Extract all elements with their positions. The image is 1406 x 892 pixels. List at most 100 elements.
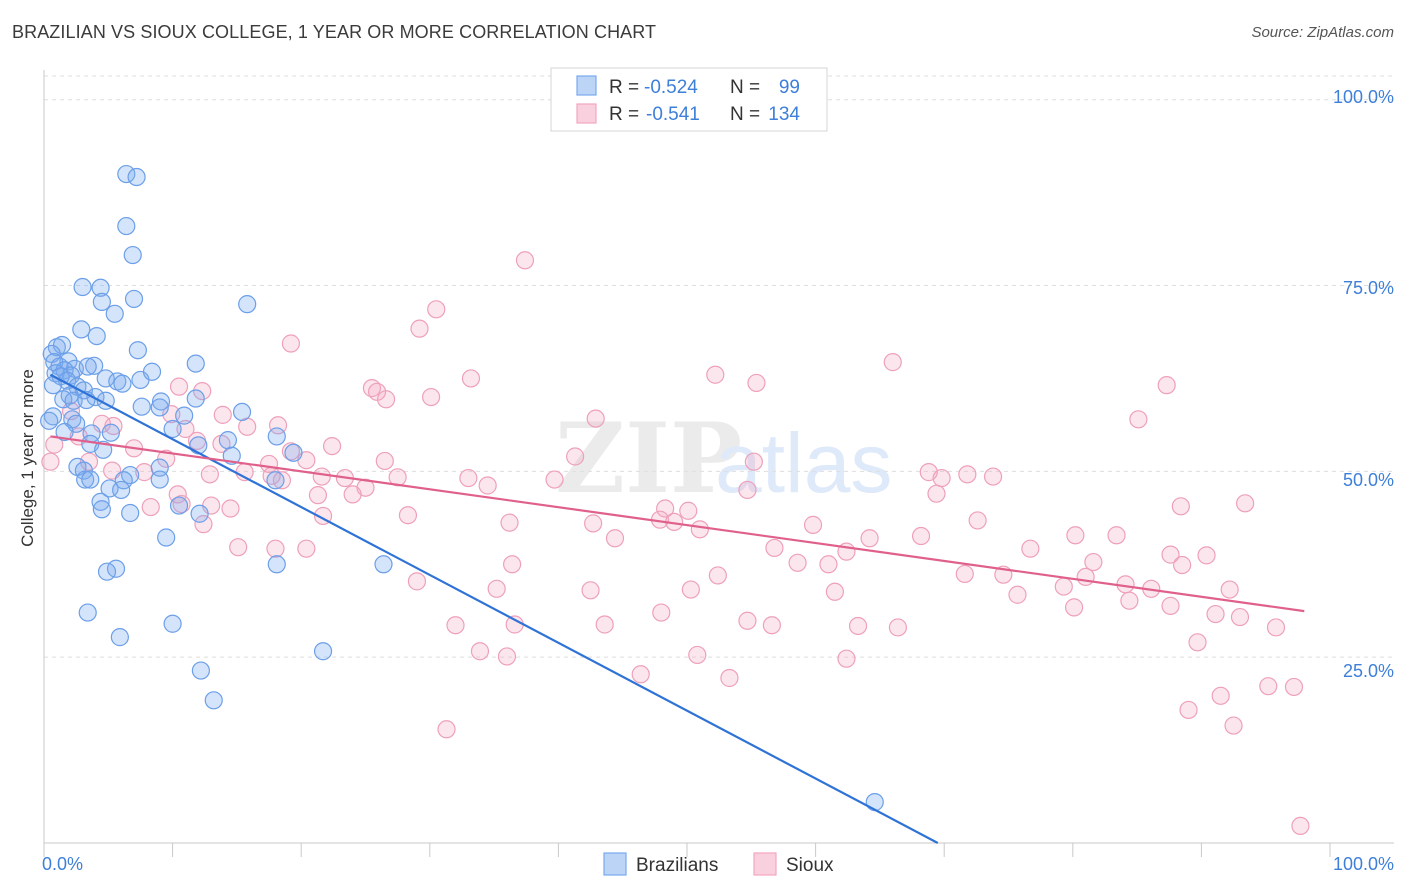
brazilians-point-88 [191, 661, 210, 680]
sioux-point-82 [911, 526, 931, 546]
sioux-point-9 [169, 377, 189, 396]
brazilians-point-39 [64, 391, 83, 410]
sioux-point-131 [631, 665, 650, 684]
sioux-point-139 [1291, 816, 1310, 836]
sioux-point-0 [515, 251, 535, 270]
brazilians-point-70 [150, 470, 169, 489]
brazilians-point-59 [94, 440, 113, 459]
x-tick-label-max: 100.0% [1333, 854, 1394, 874]
y-tick-labels: 25.0% 50.0% 75.0% 100.0% [1333, 87, 1394, 681]
brazilians-point-79 [157, 528, 176, 547]
brazilians-point-50 [40, 411, 59, 430]
sioux-point-79 [1171, 497, 1190, 516]
stats-n-value-sioux: 134 [768, 104, 800, 125]
sioux-point-118 [652, 603, 671, 622]
brazilians-point-71 [266, 471, 285, 490]
sioux-point-105 [681, 580, 700, 599]
sioux-point-135 [1211, 686, 1230, 705]
stats-r-label-sioux: R = [609, 104, 639, 125]
brazilians-point-35 [186, 354, 205, 373]
sioux-point-138 [437, 720, 456, 739]
brazilians-point-18 [85, 356, 104, 375]
brazilians-point-75 [169, 496, 189, 515]
stats-n-label-brazilians: N = [730, 77, 760, 98]
sioux-point-70 [398, 506, 418, 525]
brazilians-point-84 [78, 603, 97, 622]
sioux-trend-line [50, 435, 1305, 613]
sioux-point-124 [888, 618, 908, 637]
sioux-point-23 [1129, 410, 1148, 429]
brazilians-point-86 [110, 628, 129, 647]
sioux-point-67 [656, 499, 675, 518]
sioux-point-76 [968, 511, 987, 530]
sioux-point-50 [958, 465, 977, 484]
sioux-point-71 [500, 513, 519, 532]
sioux-point-81 [860, 529, 879, 548]
sioux-points [41, 251, 1310, 836]
sioux-point-63 [141, 497, 160, 517]
brazilians-point-73 [112, 480, 131, 500]
source-label: Source: ZipAtlas.com [1251, 24, 1394, 41]
sioux-point-2 [410, 319, 429, 338]
sioux-point-80 [605, 529, 625, 548]
brazilians-point-6 [124, 289, 144, 309]
sioux-point-133 [1259, 677, 1278, 696]
sioux-point-107 [1054, 577, 1073, 596]
brazilians-point-80 [267, 555, 286, 574]
sioux-point-104 [581, 581, 600, 600]
y-axis-title: College, 1 year or more [18, 369, 37, 547]
brazilians-point-89 [204, 691, 223, 710]
sioux-point-88 [266, 539, 285, 558]
stats-n-label-sioux: N = [730, 104, 760, 125]
brazilians-point-83 [97, 562, 117, 581]
brazilians-point-2 [117, 216, 136, 236]
brazilians-point-81 [374, 555, 393, 574]
brazilians-point-68 [81, 470, 100, 489]
sioux-point-128 [497, 647, 517, 666]
brazilians-point-5 [91, 278, 110, 297]
sioux-point-126 [1188, 633, 1207, 652]
sioux-point-57 [343, 485, 362, 504]
sioux-point-86 [1107, 526, 1126, 545]
stats-n-value-brazilians: 99 [779, 77, 800, 98]
brazilians-point-67 [76, 470, 95, 489]
brazilians-point-78 [121, 503, 140, 523]
x-tick-label-min: 0.0% [42, 854, 83, 874]
brazilians-point-23 [78, 357, 97, 376]
sioux-point-72 [584, 514, 603, 533]
sioux-point-91 [1161, 545, 1180, 564]
sioux-point-117 [1266, 618, 1286, 637]
sioux-point-102 [407, 572, 427, 591]
brazilians-point-11 [87, 326, 106, 346]
sioux-point-137 [1224, 716, 1243, 735]
sioux-point-4 [883, 353, 902, 372]
stats-r-value-brazilians: -0.524 [644, 77, 698, 98]
brazilians-point-7 [238, 295, 257, 314]
sioux-point-62 [1236, 494, 1255, 513]
sioux-point-49 [545, 470, 564, 489]
brazilians-point-57 [267, 427, 286, 446]
sioux-point-92 [1197, 546, 1216, 565]
stats-r-label-brazilians: R = [609, 77, 639, 98]
sioux-point-36 [375, 451, 394, 471]
brazilians-point-72 [100, 479, 119, 498]
sioux-point-100 [708, 566, 727, 585]
sioux-point-112 [1120, 591, 1139, 610]
sioux-point-22 [586, 409, 605, 428]
brazilians-trend-line [49, 373, 939, 844]
y-tick-label-75: 75.0% [1343, 278, 1394, 298]
brazilians-point-85 [163, 614, 182, 633]
sioux-point-132 [720, 668, 739, 688]
legend-swatch-brazilians [603, 852, 627, 876]
watermark: ZIP atlas [555, 402, 892, 515]
sioux-point-129 [688, 645, 707, 665]
sioux-point-113 [1161, 596, 1180, 615]
brazilians-point-74 [91, 492, 110, 511]
sioux-point-115 [1206, 604, 1225, 624]
brazilians-point-16 [59, 352, 78, 371]
brazilians-point-9 [105, 304, 124, 323]
sioux-point-5 [706, 365, 725, 384]
sioux-point-110 [1220, 580, 1239, 599]
brazilians-point-44 [132, 397, 151, 416]
sioux-point-33 [79, 452, 99, 471]
